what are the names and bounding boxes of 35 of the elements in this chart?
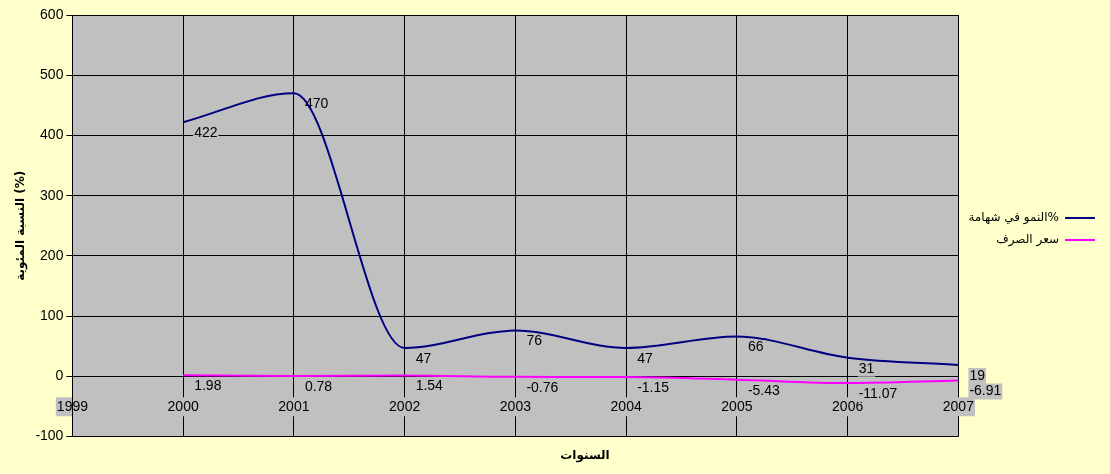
x-tick-label: 2004 bbox=[610, 397, 642, 414]
data-label: 76 bbox=[526, 332, 543, 349]
y-tick-label: 0 bbox=[55, 367, 64, 384]
data-label: 19 bbox=[969, 366, 986, 383]
data-label: 31 bbox=[858, 359, 875, 376]
y-tick-label: 200 bbox=[40, 246, 64, 263]
data-label: -0.76 bbox=[526, 378, 559, 395]
y-tick-label: 100 bbox=[40, 307, 64, 323]
data-label: 1.54 bbox=[415, 377, 444, 394]
y-tick-label: -100 bbox=[35, 427, 64, 444]
x-tick-label: 2000 bbox=[167, 397, 199, 414]
data-label: -1.15 bbox=[637, 378, 670, 395]
x-tick-label: 2007 bbox=[942, 397, 975, 414]
data-label: 47 bbox=[415, 349, 432, 366]
y-tick-label: 600 bbox=[40, 5, 64, 22]
legend-label: النمو في شهامة% bbox=[968, 210, 1059, 226]
data-label: 1.98 bbox=[194, 377, 222, 394]
y-axis-title: النسبة المئوية (%) bbox=[13, 170, 29, 281]
x-tick-label: 2001 bbox=[278, 397, 310, 414]
x-tick-label: 2003 bbox=[499, 397, 532, 414]
x-axis-title: السنوات bbox=[559, 448, 611, 462]
data-label: -11.07 bbox=[858, 384, 898, 401]
legend-label: سعر الصرف bbox=[996, 232, 1059, 248]
data-label: 422 bbox=[194, 124, 218, 141]
data-label: 66 bbox=[747, 338, 764, 355]
x-tick-label: 2006 bbox=[832, 397, 864, 414]
y-tick-label: 300 bbox=[40, 186, 64, 203]
data-label: 47 bbox=[637, 349, 653, 366]
data-label: -5.43 bbox=[747, 381, 781, 398]
x-tick-label: 2002 bbox=[389, 397, 421, 414]
data-label: 0.78 bbox=[304, 377, 333, 394]
data-label: -6.91 bbox=[969, 382, 1002, 399]
y-tick-label: 400 bbox=[40, 126, 64, 143]
y-tick-label: 500 bbox=[40, 66, 64, 83]
x-tick-label: 2005 bbox=[721, 397, 753, 414]
